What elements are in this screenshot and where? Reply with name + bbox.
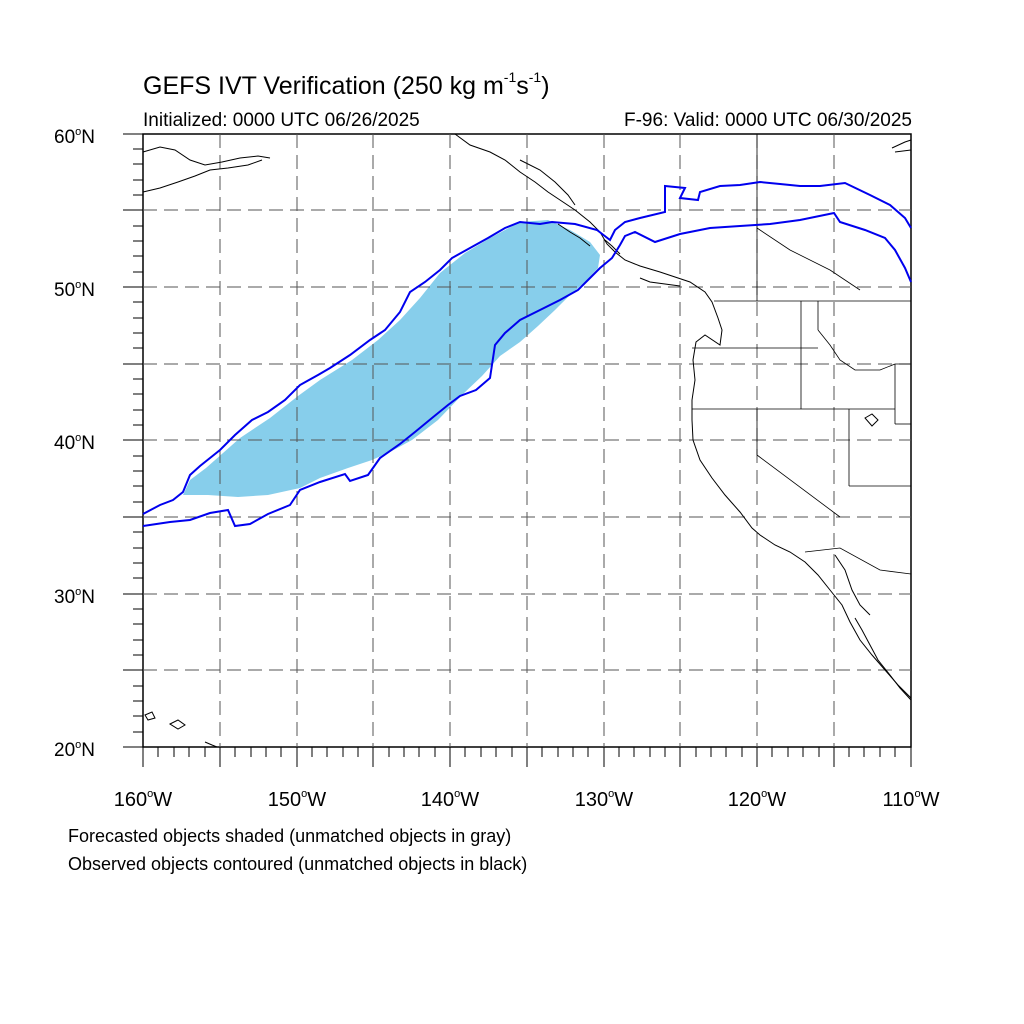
coastlines [142, 133, 912, 748]
graticule [143, 134, 911, 747]
map-title: GEFS IVT Verification (250 kg m-1s-1) [143, 69, 550, 100]
lat-label: 20oN [54, 739, 95, 761]
legend-observed-note: Observed objects contoured (unmatched ob… [68, 854, 528, 874]
forecast-ivt-object [183, 220, 600, 497]
lat-label: 50oN [54, 279, 95, 301]
political-borders [692, 134, 912, 575]
observed-ivt-contour [142, 180, 912, 528]
legend-forecast-note: Forecasted objects shaded (unmatched obj… [68, 826, 512, 846]
longitude-labels: 160oW 150oW 140oW 130oW 120oW 110oW [114, 788, 940, 811]
axis-ticks [123, 133, 912, 767]
lon-label: 150oW [268, 788, 327, 811]
lon-label: 120oW [728, 788, 787, 811]
lon-label: 160oW [114, 788, 173, 811]
lon-label: 140oW [421, 788, 480, 811]
lon-label: 110oW [883, 788, 940, 811]
lat-label: 30oN [54, 586, 95, 608]
valid-time-label: F-96: Valid: 0000 UTC 06/30/2025 [624, 110, 912, 131]
latitude-labels: 60oN 50oN 40oN 30oN 20oN [54, 126, 95, 761]
init-time-label: Initialized: 0000 UTC 06/26/2025 [143, 110, 420, 131]
lat-label: 60oN [54, 126, 95, 148]
lat-label: 40oN [54, 432, 95, 454]
lon-label: 130oW [575, 788, 634, 811]
